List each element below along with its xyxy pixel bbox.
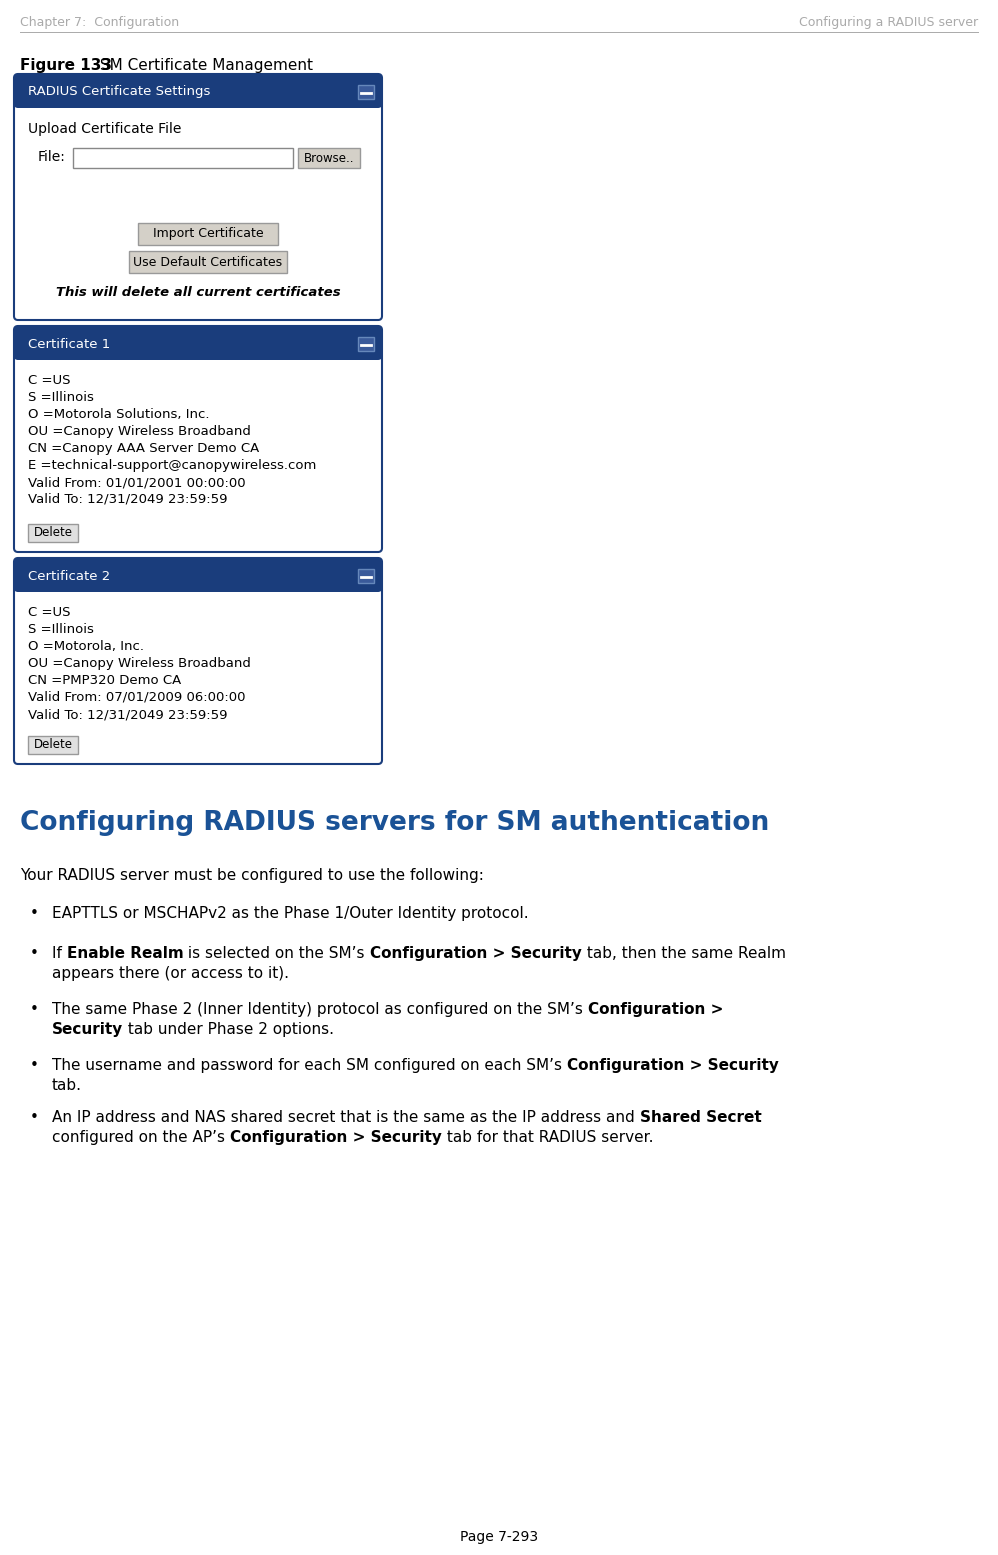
- FancyBboxPatch shape: [14, 75, 382, 107]
- FancyBboxPatch shape: [138, 222, 278, 246]
- Text: File:: File:: [38, 149, 66, 163]
- Text: •: •: [30, 907, 39, 921]
- Text: RADIUS Certificate Settings: RADIUS Certificate Settings: [28, 86, 211, 98]
- Bar: [18, 571, 378, 585]
- Text: Valid From: 01/01/2001 00:00:00: Valid From: 01/01/2001 00:00:00: [28, 476, 246, 488]
- Text: C =US: C =US: [28, 375, 71, 387]
- FancyBboxPatch shape: [14, 75, 382, 320]
- FancyBboxPatch shape: [28, 524, 78, 543]
- Bar: [358, 569, 374, 583]
- FancyBboxPatch shape: [14, 558, 382, 764]
- Text: •: •: [30, 1001, 39, 1017]
- Text: Certificate 1: Certificate 1: [28, 337, 110, 350]
- Bar: [18, 339, 378, 351]
- Bar: [73, 148, 293, 168]
- Text: Delete: Delete: [34, 527, 73, 540]
- Text: Configuration > Security: Configuration > Security: [370, 945, 582, 961]
- Text: is selected on the SM’s: is selected on the SM’s: [184, 945, 370, 961]
- FancyBboxPatch shape: [298, 148, 360, 168]
- Text: Use Default Certificates: Use Default Certificates: [134, 255, 282, 269]
- Text: Shared Secret: Shared Secret: [640, 1110, 761, 1124]
- Text: Figure 133: Figure 133: [20, 58, 112, 73]
- FancyBboxPatch shape: [129, 250, 287, 274]
- Text: Chapter 7:  Configuration: Chapter 7: Configuration: [20, 16, 179, 30]
- Text: tab.: tab.: [52, 1078, 82, 1093]
- FancyBboxPatch shape: [14, 327, 382, 361]
- Text: C =US: C =US: [28, 606, 71, 619]
- Text: O =Motorola Solutions, Inc.: O =Motorola Solutions, Inc.: [28, 407, 210, 421]
- Text: •: •: [30, 945, 39, 961]
- Text: •: •: [30, 1110, 39, 1124]
- Text: E =technical-support@canopywireless.com: E =technical-support@canopywireless.com: [28, 459, 316, 473]
- Text: Configuration > Security: Configuration > Security: [567, 1057, 778, 1073]
- Text: Configuring a RADIUS server: Configuring a RADIUS server: [798, 16, 978, 30]
- Text: Certificate 2: Certificate 2: [28, 569, 110, 583]
- Bar: [358, 337, 374, 351]
- Text: The same Phase 2 (Inner Identity) protocol as configured on the SM’s: The same Phase 2 (Inner Identity) protoc…: [52, 1001, 588, 1017]
- Text: Configuration >: Configuration >: [588, 1001, 724, 1017]
- Text: OU =Canopy Wireless Broadband: OU =Canopy Wireless Broadband: [28, 425, 250, 439]
- Text: tab under Phase 2 options.: tab under Phase 2 options.: [123, 1022, 334, 1037]
- Text: Import Certificate: Import Certificate: [153, 227, 263, 241]
- Text: Upload Certificate File: Upload Certificate File: [28, 121, 182, 135]
- Text: Configuring RADIUS servers for SM authentication: Configuring RADIUS servers for SM authen…: [20, 810, 769, 837]
- Text: Valid From: 07/01/2009 06:00:00: Valid From: 07/01/2009 06:00:00: [28, 690, 246, 704]
- Text: OU =Canopy Wireless Broadband: OU =Canopy Wireless Broadband: [28, 658, 250, 670]
- Text: configured on the AP’s: configured on the AP’s: [52, 1130, 230, 1144]
- FancyBboxPatch shape: [14, 327, 382, 552]
- Text: tab, then the same Realm: tab, then the same Realm: [582, 945, 785, 961]
- Text: Valid To: 12/31/2049 23:59:59: Valid To: 12/31/2049 23:59:59: [28, 493, 228, 505]
- FancyBboxPatch shape: [14, 558, 382, 592]
- Bar: [358, 86, 374, 100]
- Text: Page 7-293: Page 7-293: [460, 1530, 538, 1544]
- Text: Security: Security: [52, 1022, 123, 1037]
- Text: Valid To: 12/31/2049 23:59:59: Valid To: 12/31/2049 23:59:59: [28, 708, 228, 722]
- Text: tab for that RADIUS server.: tab for that RADIUS server.: [442, 1130, 654, 1144]
- Text: Your RADIUS server must be configured to use the following:: Your RADIUS server must be configured to…: [20, 868, 484, 883]
- Text: Configuration > Security: Configuration > Security: [230, 1130, 442, 1144]
- Text: Delete: Delete: [34, 739, 73, 751]
- Text: CN =PMP320 Demo CA: CN =PMP320 Demo CA: [28, 673, 182, 687]
- FancyBboxPatch shape: [28, 736, 78, 754]
- Text: appears there (or access to it).: appears there (or access to it).: [52, 966, 289, 981]
- Text: This will delete all current certificates: This will delete all current certificate…: [56, 286, 340, 299]
- Text: •: •: [30, 1057, 39, 1073]
- Text: EAPTTLS or MSCHAPv2 as the Phase 1/Outer Identity protocol.: EAPTTLS or MSCHAPv2 as the Phase 1/Outer…: [52, 907, 529, 921]
- Text: An IP address and NAS shared secret that is the same as the IP address and: An IP address and NAS shared secret that…: [52, 1110, 640, 1124]
- Text: S =Illinois: S =Illinois: [28, 624, 94, 636]
- Text: SM Certificate Management: SM Certificate Management: [95, 58, 313, 73]
- Text: The username and password for each SM configured on each SM’s: The username and password for each SM co…: [52, 1057, 567, 1073]
- Text: S =Illinois: S =Illinois: [28, 390, 94, 404]
- Bar: [18, 87, 378, 100]
- Text: Enable Realm: Enable Realm: [67, 945, 184, 961]
- Text: If: If: [52, 945, 67, 961]
- Text: CN =Canopy AAA Server Demo CA: CN =Canopy AAA Server Demo CA: [28, 442, 259, 456]
- Text: O =Motorola, Inc.: O =Motorola, Inc.: [28, 641, 144, 653]
- Text: Browse..: Browse..: [303, 151, 354, 165]
